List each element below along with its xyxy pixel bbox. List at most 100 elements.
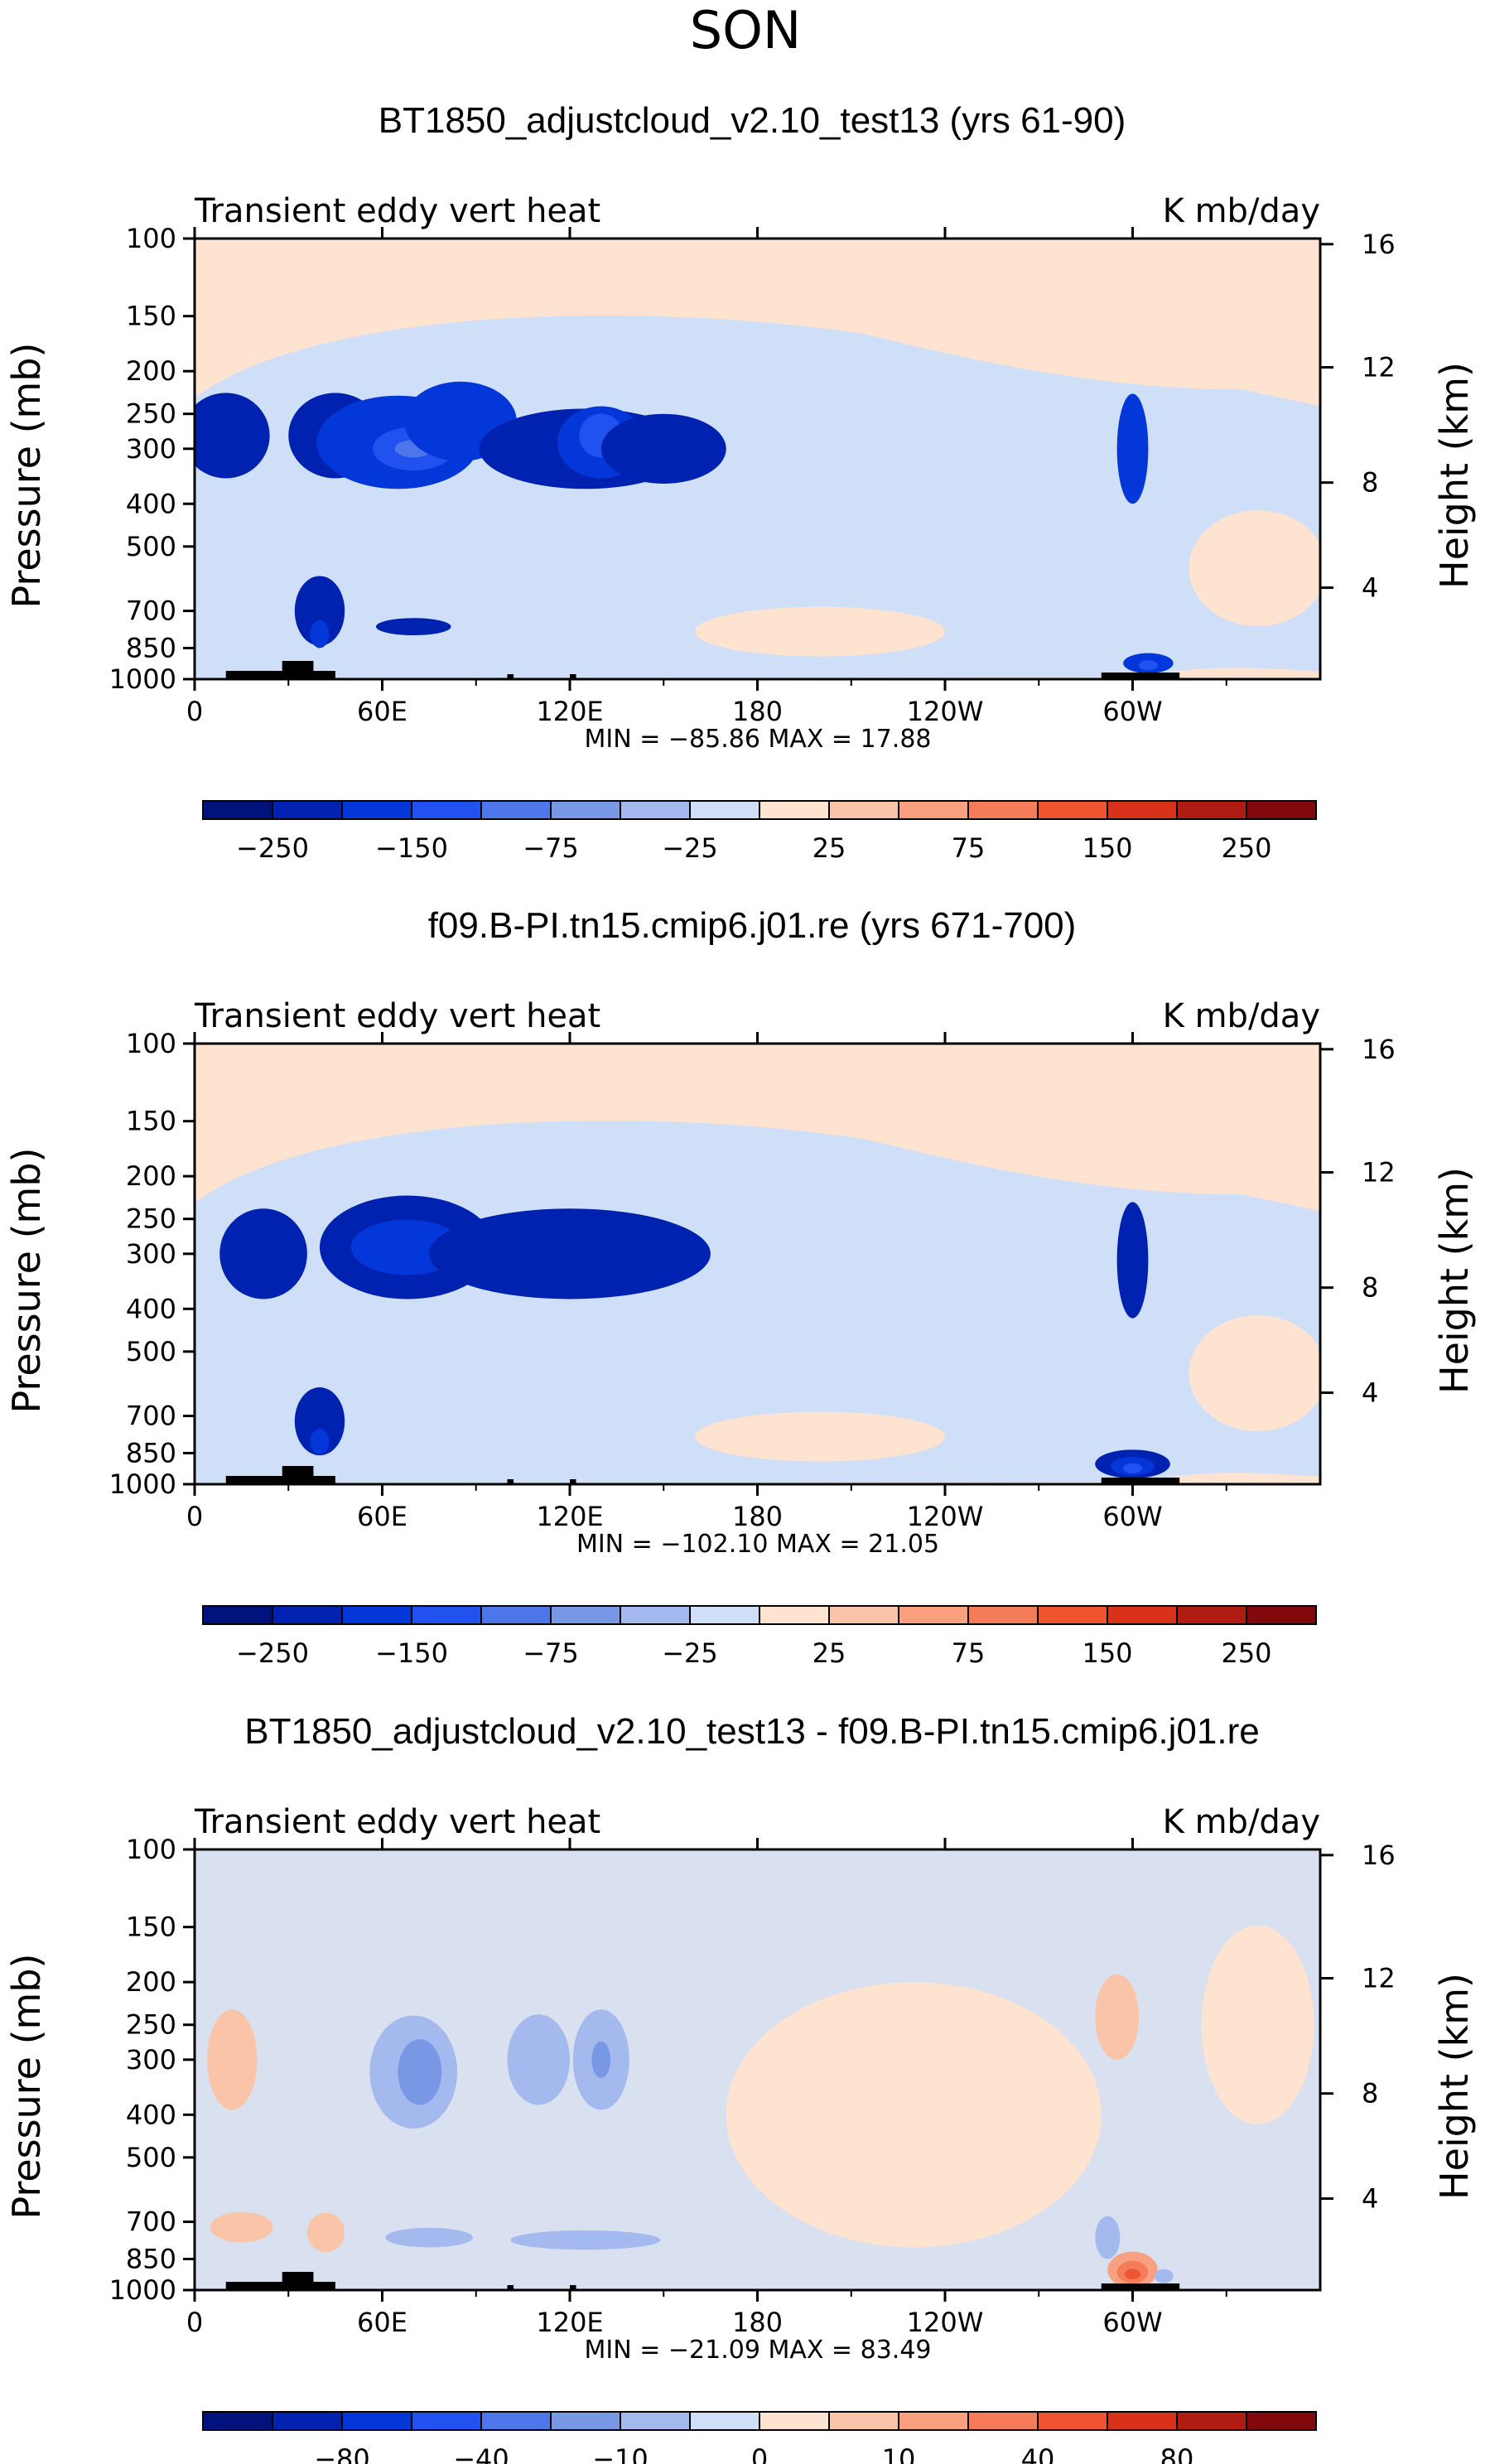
contour-region-positive bbox=[695, 606, 945, 657]
contour-feature bbox=[591, 2041, 611, 2078]
y-tick-label: 200 bbox=[126, 355, 176, 387]
colorbar-swatch bbox=[689, 1605, 760, 1625]
panel-1: BT1850_adjustcloud_v2.10_test13 (yrs 61-… bbox=[4, 100, 1477, 864]
contour-feature bbox=[510, 2230, 661, 2250]
colorbar-label: 40 bbox=[1021, 2443, 1055, 2464]
colorbar-swatch bbox=[1176, 1605, 1247, 1625]
colorbar-label: 25 bbox=[813, 832, 846, 864]
colorbar-swatch bbox=[202, 1605, 273, 1625]
y-tick-label: 300 bbox=[126, 2044, 176, 2076]
colorbar-swatch bbox=[1246, 800, 1317, 820]
colorbar-swatch bbox=[411, 2411, 482, 2431]
topography-mask bbox=[225, 2282, 335, 2290]
colorbar-label: 250 bbox=[1221, 832, 1271, 864]
colorbar-label: 250 bbox=[1221, 1637, 1271, 1669]
colorbar-swatch bbox=[480, 800, 552, 820]
x-tick-label: 0 bbox=[186, 696, 203, 727]
colorbar-label: −40 bbox=[453, 2443, 509, 2464]
y-tick-label: 100 bbox=[126, 1028, 176, 1059]
y-tick-label: 300 bbox=[126, 1238, 176, 1270]
colorbar-swatch bbox=[759, 2411, 830, 2431]
contour-feature bbox=[600, 413, 726, 484]
colorbar-swatch bbox=[828, 800, 899, 820]
topography-mask bbox=[570, 2285, 576, 2290]
contour-feature bbox=[306, 2212, 345, 2253]
colorbar-label: 150 bbox=[1082, 832, 1132, 864]
x-tick-label: 120W bbox=[907, 1501, 984, 1532]
topography-mask bbox=[570, 1479, 576, 1484]
colorbar-label: −10 bbox=[592, 2443, 649, 2464]
contour-region-positive bbox=[1201, 1925, 1314, 2124]
right-string: K mb/day bbox=[1163, 997, 1320, 1035]
topography-mask bbox=[225, 671, 335, 679]
x-tick-label: 180 bbox=[732, 2307, 783, 2338]
colorbar-swatch bbox=[967, 1605, 1039, 1625]
x-tick-label: 0 bbox=[186, 1501, 203, 1532]
y2-tick-label: 8 bbox=[1362, 2078, 1378, 2110]
colorbar-label: 150 bbox=[1082, 1637, 1132, 1669]
y2-axis-label: Height (km) bbox=[1432, 1167, 1477, 1394]
y-tick-label: 850 bbox=[126, 1437, 176, 1468]
right-string: K mb/day bbox=[1163, 192, 1320, 230]
topography-mask bbox=[507, 1479, 514, 1484]
contour-feature bbox=[385, 2227, 473, 2248]
contour-region-positive bbox=[726, 1982, 1102, 2248]
contour-region-main bbox=[195, 1121, 1320, 1484]
y-tick-label: 500 bbox=[126, 531, 176, 562]
contour-region-positive bbox=[1189, 510, 1320, 627]
colorbar-swatch bbox=[480, 2411, 552, 2431]
colorbar-label: 10 bbox=[882, 2443, 916, 2464]
contour-feature bbox=[429, 1208, 711, 1300]
colorbar-swatch bbox=[272, 1605, 343, 1625]
y2-tick-label: 12 bbox=[1362, 351, 1396, 383]
colorbar-swatch bbox=[341, 1605, 412, 1625]
y-tick-label: 500 bbox=[126, 1336, 176, 1367]
y-tick-label: 400 bbox=[126, 1293, 176, 1324]
y-tick-label: 150 bbox=[126, 1106, 176, 1137]
colorbar-swatch bbox=[411, 1605, 482, 1625]
y2-tick-label: 4 bbox=[1362, 2183, 1378, 2215]
contour-feature bbox=[1095, 2216, 1121, 2259]
x-tick-label: 120E bbox=[536, 2307, 603, 2338]
colorbar-swatch bbox=[620, 2411, 691, 2431]
topography-mask bbox=[1101, 673, 1180, 679]
left-string: Transient eddy vert heat bbox=[194, 1803, 600, 1841]
colorbar-swatch bbox=[898, 2411, 969, 2431]
colorbar-swatch bbox=[202, 2411, 273, 2431]
colorbar-swatch bbox=[1176, 800, 1247, 820]
colorbar-swatch bbox=[1037, 1605, 1108, 1625]
colorbar-swatch bbox=[411, 800, 482, 820]
colorbar-swatch bbox=[202, 800, 273, 820]
y2-tick-label: 12 bbox=[1362, 1156, 1396, 1188]
colorbar-swatch bbox=[1037, 800, 1108, 820]
y2-tick-label: 16 bbox=[1362, 1034, 1396, 1065]
contour-feature bbox=[1154, 2269, 1174, 2283]
y-tick-label: 700 bbox=[126, 596, 176, 627]
contour-field bbox=[195, 1849, 1320, 2290]
contour-field bbox=[195, 1121, 1320, 1484]
y-tick-label: 700 bbox=[126, 2206, 176, 2238]
panel-title: BT1850_adjustcloud_v2.10_test13 - f09.B-… bbox=[244, 1711, 1259, 1752]
colorbar-label: 80 bbox=[1160, 2443, 1194, 2464]
colorbar-swatch bbox=[1246, 2411, 1317, 2431]
panel-3: BT1850_adjustcloud_v2.10_test13 - f09.B-… bbox=[4, 1711, 1477, 2464]
colorbar-swatch bbox=[620, 800, 691, 820]
figure-title: SON bbox=[690, 0, 802, 60]
y2-tick-label: 4 bbox=[1362, 1377, 1378, 1409]
y-tick-label: 100 bbox=[126, 223, 176, 254]
y-tick-label: 250 bbox=[126, 2009, 176, 2041]
colorbar-label: −25 bbox=[662, 832, 718, 864]
colorbar: −250 −150 −75 −25 25 75 150 250 bbox=[202, 800, 1317, 864]
colorbar-swatch bbox=[898, 800, 969, 820]
y-axis-label: Pressure (mb) bbox=[4, 1148, 49, 1414]
colorbar-swatch bbox=[341, 2411, 412, 2431]
y-tick-label: 1000 bbox=[109, 663, 176, 695]
contour-feature bbox=[1139, 660, 1158, 671]
colorbar-swatch bbox=[620, 1605, 691, 1625]
contour-feature bbox=[310, 1429, 330, 1454]
topography-mask bbox=[1101, 1478, 1180, 1484]
y2-tick-label: 16 bbox=[1362, 229, 1396, 260]
topography-mask bbox=[570, 674, 576, 679]
panel-title: f09.B-PI.tn15.cmip6.j01.re (yrs 671-700) bbox=[428, 905, 1077, 946]
